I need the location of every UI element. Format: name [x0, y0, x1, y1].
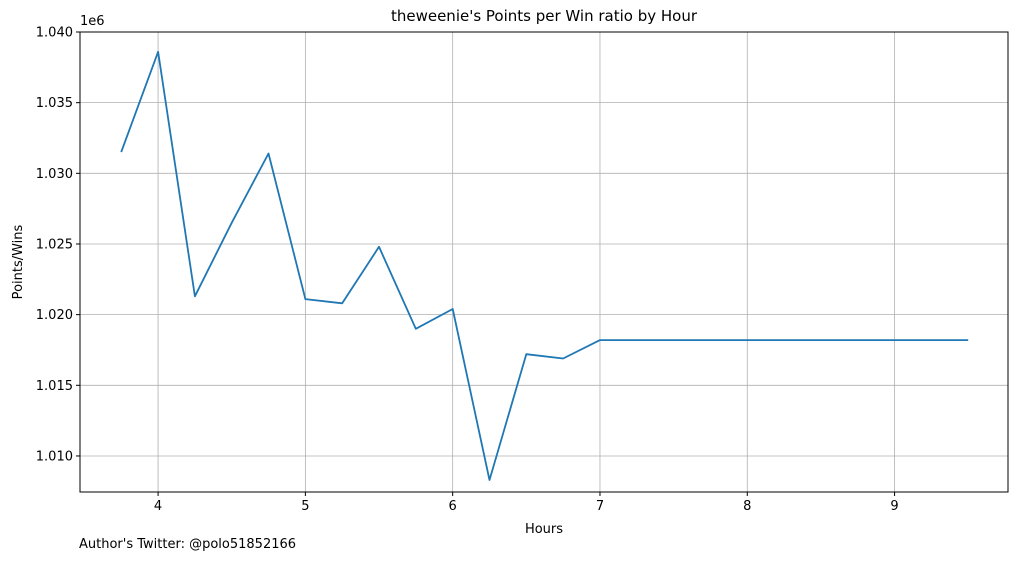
plot-area-frame [79, 31, 1009, 493]
grid [80, 31, 1008, 492]
chart-title: theweenie's Points per Win ratio by Hour [391, 7, 698, 25]
x-axis-ticks: 4 5 6 7 8 9 [154, 492, 899, 514]
x-tick-label: 8 [743, 499, 751, 514]
y-axis-ticks: 1.010 1.015 1.020 1.025 1.030 1.035 1.040 [36, 26, 80, 464]
y-offset-label: 1e6 [80, 14, 105, 29]
x-tick-label: 6 [449, 499, 457, 514]
y-tick-label: 1.025 [36, 237, 73, 252]
series-layer [120, 50, 969, 481]
x-tick-label: 4 [154, 499, 162, 514]
y-tick-label: 1.015 [36, 379, 73, 394]
y-tick-label: 1.010 [36, 449, 73, 464]
y-tick-label: 1.020 [36, 308, 73, 323]
x-axis-label: Hours [525, 522, 563, 537]
x-tick-label: 5 [301, 499, 309, 514]
author-twitter-note: Author's Twitter: @polo51852166 [79, 537, 297, 552]
y-tick-label: 1.030 [36, 167, 73, 182]
y-tick-label: 1.035 [36, 96, 73, 111]
y-tick-label: 1.040 [36, 26, 73, 41]
x-tick-label: 9 [890, 499, 898, 514]
x-tick-label: 7 [596, 499, 604, 514]
y-axis-label: Points/Wins [11, 224, 26, 299]
series-line [120, 50, 969, 481]
